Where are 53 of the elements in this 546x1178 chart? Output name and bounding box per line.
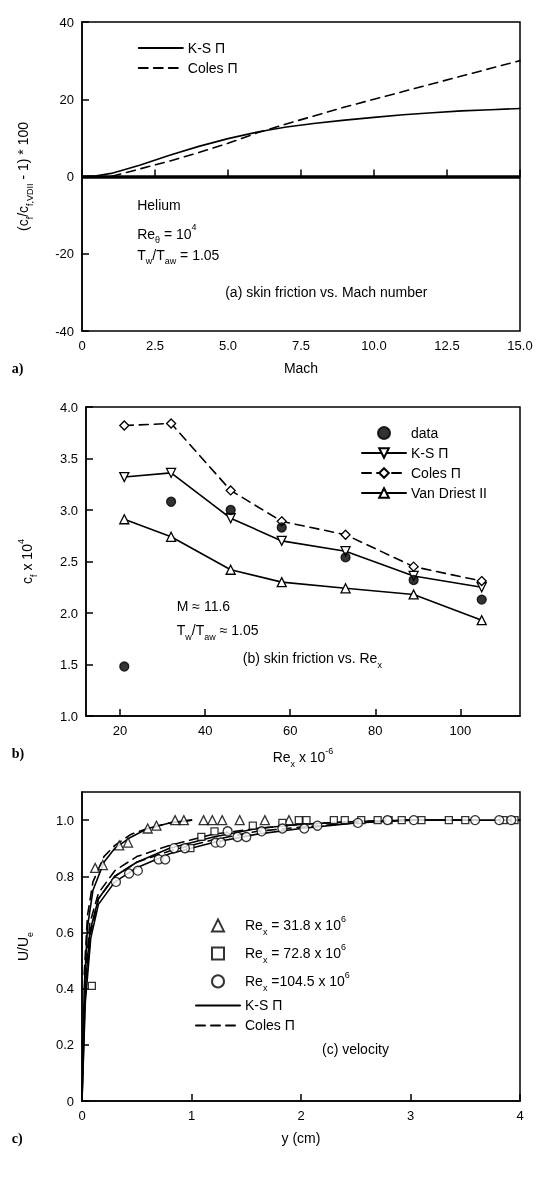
x-tick-label: 10.0 bbox=[361, 338, 387, 353]
y-tick-label: 1.5 bbox=[59, 657, 78, 672]
legend-label: K-S Π bbox=[245, 997, 283, 1014]
y-tick-label: 1.0 bbox=[59, 708, 78, 724]
y-tick-label: 0.2 bbox=[55, 1037, 74, 1053]
legend-label: K-S Π bbox=[411, 445, 449, 461]
x-tick-label: 2 bbox=[297, 1108, 305, 1123]
annotation: (c) velocity bbox=[322, 1041, 389, 1058]
y-tick-label: 0.4 bbox=[55, 981, 74, 997]
y-tick-label: 40 bbox=[59, 14, 74, 30]
x-axis-title: y (cm) bbox=[281, 1130, 321, 1146]
legend-label: K-S Π bbox=[187, 40, 226, 56]
x-tick-label: 100 bbox=[449, 723, 472, 738]
y-tick-label: 1.0 bbox=[55, 812, 74, 828]
x-tick-label: 12.5 bbox=[434, 338, 460, 353]
x-tick-label: 2.5 bbox=[145, 338, 165, 353]
x-tick-label: 40 bbox=[197, 723, 213, 738]
annotation: Helium bbox=[137, 197, 181, 214]
y-axis-title: (cf/cf,VDII - 1) * 100 bbox=[15, 121, 35, 232]
x-tick-label: 1 bbox=[187, 1108, 196, 1123]
legend-label: Coles Π bbox=[187, 60, 238, 76]
y-axis-title: cf x 104 bbox=[15, 539, 39, 584]
y-tick-label: 2.5 bbox=[59, 554, 78, 569]
x-tick-label: 4 bbox=[516, 1108, 524, 1123]
y-tick-label: -40 bbox=[55, 323, 74, 339]
text: b) bbox=[11, 746, 25, 763]
y-tick-label: 20 bbox=[59, 91, 74, 107]
y-tick-label: -20 bbox=[55, 246, 74, 262]
y-tick-label: 3.5 bbox=[59, 451, 78, 466]
annotation: M ≈ 11.6 bbox=[176, 597, 231, 614]
legend-label: Coles Π bbox=[411, 465, 461, 481]
y-tick-label: 0 bbox=[66, 169, 74, 184]
y-tick-label: 0.8 bbox=[55, 868, 74, 884]
y-tick-label: 3.0 bbox=[59, 502, 78, 518]
x-tick-label: 15.0 bbox=[507, 338, 533, 353]
y-tick-label: 0.6 bbox=[55, 924, 74, 940]
legend-label: data bbox=[411, 425, 439, 441]
legend-label: Van Driest II bbox=[411, 485, 488, 501]
x-tick-label: 60 bbox=[283, 723, 298, 738]
y-tick-label: 2.0 bbox=[59, 605, 78, 621]
text: c) bbox=[11, 1131, 24, 1148]
y-tick-label: 4.0 bbox=[59, 399, 78, 415]
y-axis-title: U/Ue bbox=[15, 931, 35, 962]
x-tick-label: 20 bbox=[112, 723, 128, 738]
x-tick-label: 80 bbox=[368, 723, 383, 738]
x-tick-label: 7.5 bbox=[291, 338, 311, 353]
text: a) bbox=[11, 361, 24, 378]
x-tick-label: 5.0 bbox=[218, 338, 238, 353]
x-axis-title: Mach bbox=[283, 360, 319, 376]
annotation: (a) skin friction vs. Mach number bbox=[225, 283, 428, 300]
y-tick-label: 0 bbox=[66, 1093, 74, 1109]
x-tick-label: 3 bbox=[406, 1108, 415, 1123]
legend-label: Coles Π bbox=[245, 1017, 295, 1034]
